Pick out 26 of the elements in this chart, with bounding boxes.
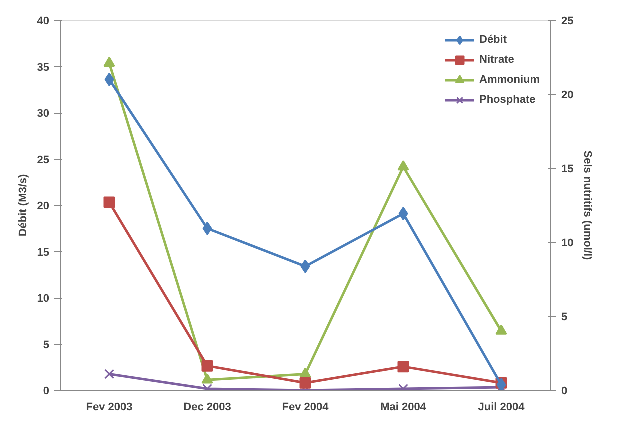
x-tick-label: Mai 2004 (380, 402, 428, 414)
legend-label: Débit (480, 34, 507, 46)
y2-axis-title: Sels nutritifs (umol/l) (582, 150, 594, 261)
y-tick-label: 40 (37, 16, 50, 28)
legend-label: Ammonium (480, 74, 540, 86)
x-tick-label: Fev 2004 (282, 402, 330, 414)
y-tick-label: 30 (37, 108, 50, 120)
y-tick-label: 10 (37, 293, 50, 305)
y2-tick-label: 10 (562, 238, 574, 250)
x-tick-label: Dec 2003 (184, 402, 232, 414)
x-tick-label: Juil 2004 (478, 402, 526, 414)
y2-tick-label: 25 (562, 16, 574, 28)
legend-label: Nitrate (480, 54, 514, 66)
y2-tick-label: 5 (562, 312, 568, 324)
y2-tick-label: 0 (562, 386, 568, 398)
y-tick-label: 5 (43, 339, 50, 352)
y2-tick-label: 20 (562, 90, 574, 102)
y-tick-label: 25 (37, 154, 50, 166)
y-tick-label: 0 (43, 386, 50, 398)
y-tick-label: 20 (37, 200, 50, 212)
y-tick-label: 15 (37, 246, 50, 259)
y-axis-title: Débit (M3/s) (17, 174, 30, 237)
y-tick-label: 35 (37, 62, 50, 74)
x-tick-label: Fev 2003 (86, 402, 133, 414)
y2-tick-label: 15 (562, 164, 574, 176)
legend-label: Phosphate (480, 94, 536, 106)
